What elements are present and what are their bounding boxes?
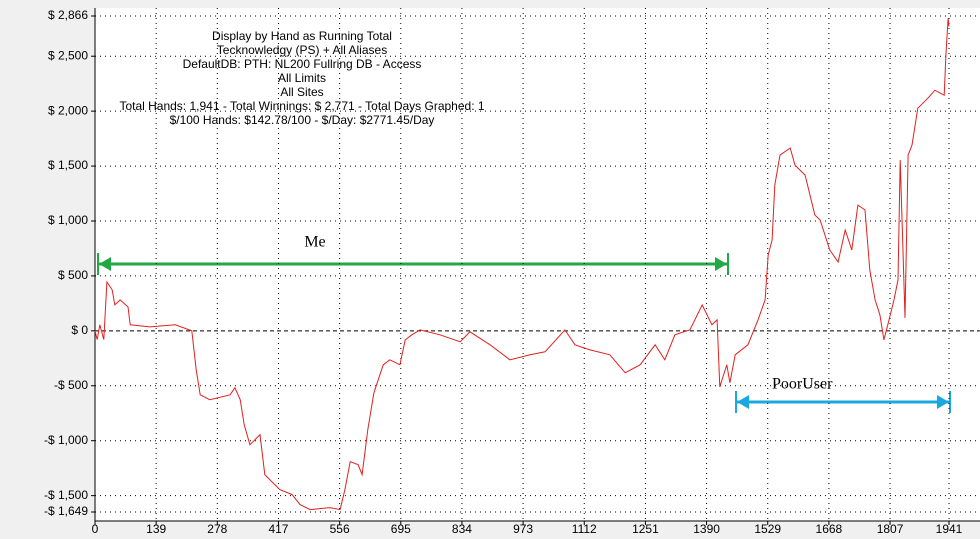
y-tick-label: $ 2,000 — [48, 103, 88, 117]
y-tick-label: $ 1,500 — [48, 158, 88, 172]
y-tick-label: -$ 1,500 — [44, 488, 88, 502]
x-tick-label: 1112 — [572, 522, 597, 536]
y-tick-label: -$ 1,000 — [44, 433, 88, 447]
x-tick-label: 1251 — [632, 522, 659, 536]
x-tick-label: 1529 — [754, 522, 781, 536]
annotation: Me — [304, 234, 325, 251]
pooruser-arrow — [735, 391, 951, 413]
data-line — [94, 18, 950, 511]
y-tick-label: $ 1,000 — [48, 213, 88, 227]
y-tick-label: $ 2,866 — [48, 8, 88, 22]
x-tick-label: 0 — [92, 522, 99, 536]
x-tick-label: 1807 — [877, 522, 904, 536]
info-line: Tecknowledgy (PS) + All Aliases — [217, 43, 387, 57]
annotation: PoorUser — [772, 376, 833, 393]
x-tick-label: 1668 — [816, 522, 843, 536]
x-tick-label: 139 — [146, 522, 166, 536]
info-line: $/100 Hands: $142.78/100 - $/Day: $2771.… — [170, 113, 435, 127]
info-line: All Limits — [278, 71, 326, 85]
x-tick-label: 695 — [391, 522, 411, 536]
x-tick-label: 1941 — [936, 522, 963, 536]
info-block: Display by Hand as Running TotalTecknowl… — [119, 29, 484, 127]
x-tick-label: 278 — [207, 522, 227, 536]
info-line: DefaultDB: PTH: NL200 Fullring DB - Acce… — [183, 57, 422, 71]
info-line: Display by Hand as Running Total — [212, 29, 392, 43]
y-tick-label: $ 2,500 — [48, 48, 88, 62]
x-tick-label: 417 — [268, 522, 288, 536]
y-tick-label: -$ 1,649 — [44, 504, 88, 518]
annotation-box — [765, 374, 885, 396]
info-line: All Sites — [280, 85, 323, 99]
x-tick-label: 973 — [513, 522, 533, 536]
info-line: Total Hands: 1,941 - Total Winnings: $ 2… — [119, 99, 484, 113]
x-tick-label: 556 — [330, 522, 350, 536]
x-tick-label: 1390 — [693, 522, 720, 536]
y-tick-label: -$ 500 — [54, 378, 88, 392]
me-arrow — [97, 253, 729, 275]
y-tick-label: $ 500 — [58, 268, 88, 282]
y-tick-label: $ 0 — [71, 323, 88, 337]
x-tick-label: 834 — [452, 522, 472, 536]
